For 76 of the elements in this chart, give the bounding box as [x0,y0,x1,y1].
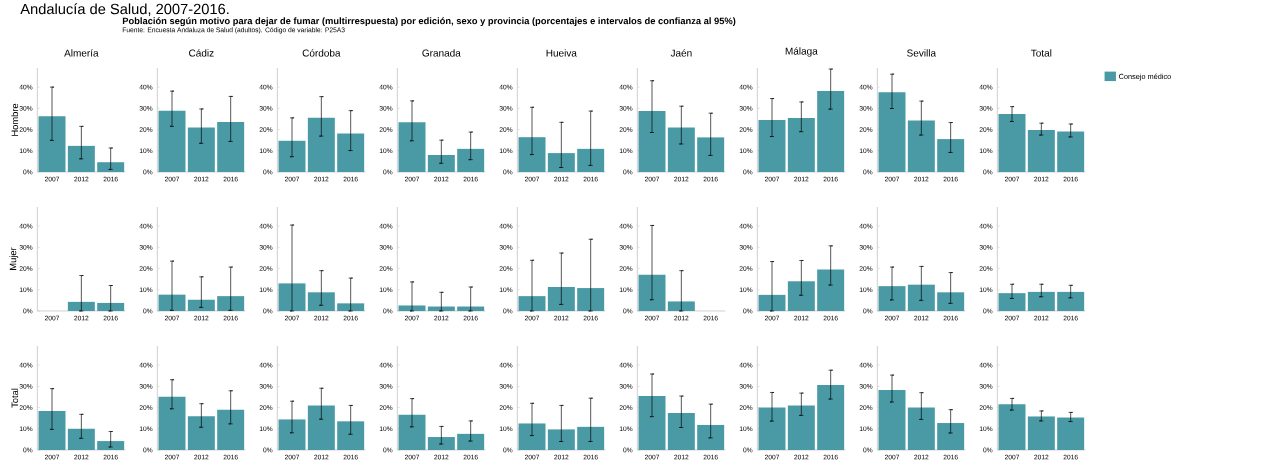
bar [187,416,215,450]
bar [667,413,695,450]
bar [518,296,546,311]
bar [398,122,426,172]
chart-title: Almería [64,49,99,57]
bar [638,396,666,450]
bar [907,407,935,450]
bar [217,409,245,450]
bar [307,117,335,172]
bar [187,127,215,172]
text: Población según motivo para dejar de fumar (multirrespuesta) por edición, sexo y provincia (porcentajes e intervalos de confianza al 95%) [122,17,736,27]
bar [817,385,845,450]
bar [787,118,815,172]
bar [758,119,786,172]
bar [38,410,66,450]
bar [158,396,186,450]
y-axis-title: Total [11,388,19,408]
bar [457,433,485,450]
bar [337,303,365,311]
bar [278,140,306,172]
bar [1027,129,1055,172]
bar [787,405,815,450]
chart-title: Málaga [785,47,818,57]
bar [878,92,906,172]
bar [307,292,335,311]
bar [427,437,455,450]
bar [1057,417,1085,450]
bar [217,121,245,172]
bar [577,288,605,311]
text: Andalucía de Salud, 2007-2016. [20,3,229,16]
bar [1057,131,1085,172]
bar [937,139,965,172]
bar [398,414,426,450]
bar [67,428,95,450]
bar [667,127,695,172]
bar [547,287,575,311]
chart-title: Cádiz [189,49,214,57]
bar [697,424,725,450]
y-axis-title: Hombre [11,103,19,136]
bar [878,389,906,450]
bar [937,292,965,311]
chart-title: Total [1031,49,1052,57]
bar [998,114,1026,172]
bar [278,283,306,311]
bar [577,148,605,172]
chart-title: Granada [422,49,461,57]
bar [907,120,935,172]
bar [1027,416,1055,450]
bar [817,91,845,172]
bar [638,111,666,172]
chart-title: Hueiva [546,49,577,57]
bar [38,116,66,172]
bar [337,421,365,450]
chart-title: Jaén [670,49,692,57]
bar [457,148,485,172]
bar [878,286,906,311]
bar [67,145,95,172]
bar [307,405,335,450]
bar [97,441,125,450]
chart-title: Sevilla [907,49,937,57]
bar [758,407,786,450]
y-axis-title: Mujer [9,247,19,270]
bar [427,155,455,172]
bar [907,284,935,311]
bar [518,137,546,172]
bar [337,133,365,172]
bar [998,404,1026,450]
bar [158,110,186,172]
bar [817,269,845,311]
bar [937,423,965,450]
bar [278,419,306,450]
bar [787,281,815,311]
bar [97,162,125,172]
bar [697,137,725,172]
chart-title: Córdoba [302,49,341,57]
bar [547,153,575,172]
